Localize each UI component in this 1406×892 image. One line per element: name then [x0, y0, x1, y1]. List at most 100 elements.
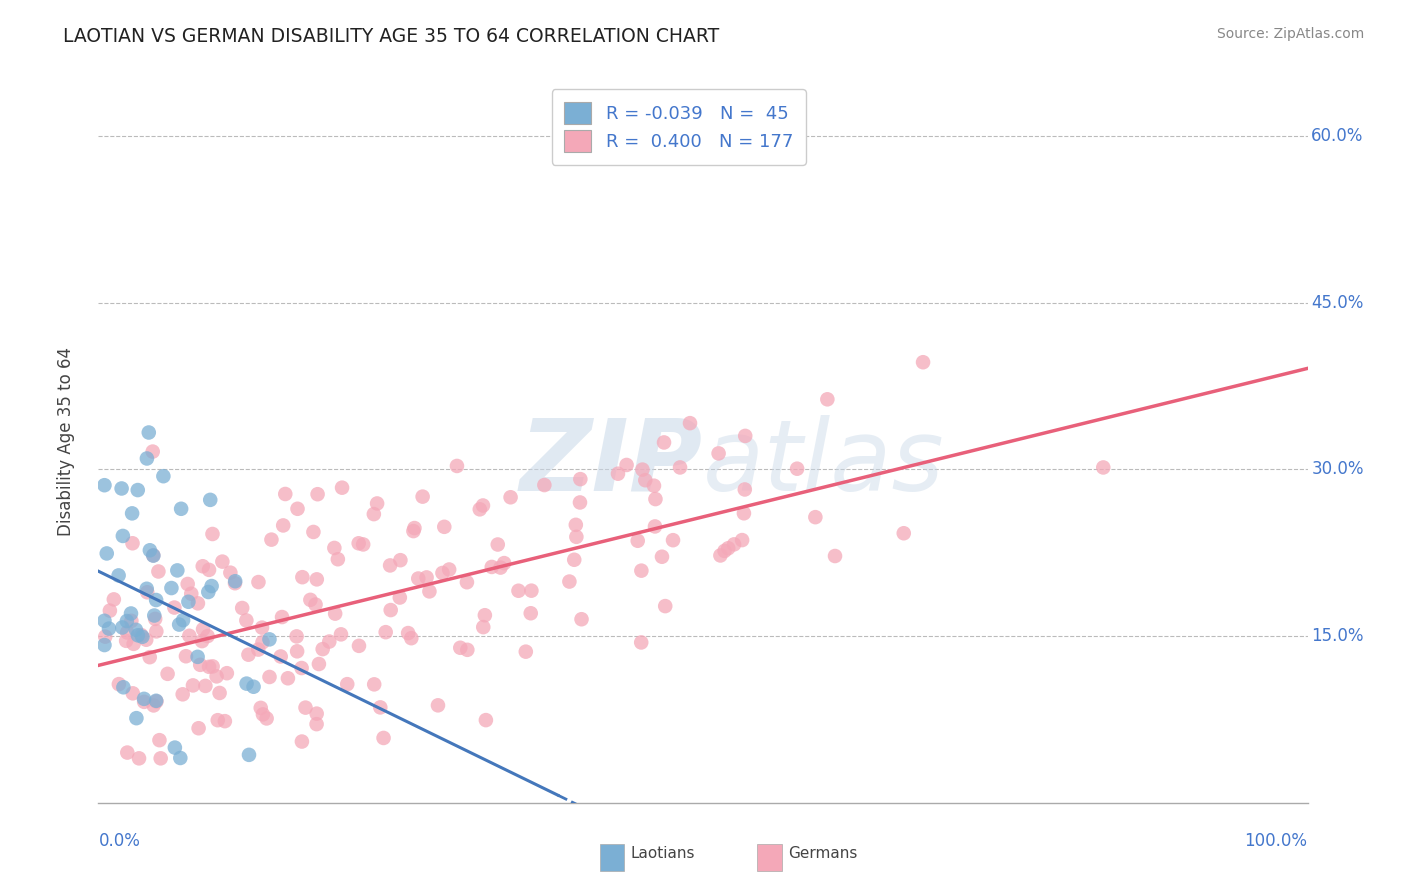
- Text: 100.0%: 100.0%: [1244, 831, 1308, 850]
- Point: [200, 492, 222, 507]
- Point: [207, 713, 229, 727]
- Point: [569, 472, 592, 486]
- Point: [135, 451, 157, 466]
- Point: [167, 617, 190, 632]
- Point: [396, 626, 419, 640]
- Point: [326, 552, 349, 566]
- Point: [731, 533, 754, 547]
- Point: [271, 610, 294, 624]
- Point: [135, 632, 157, 647]
- Point: [352, 537, 374, 551]
- Point: [323, 541, 346, 555]
- Point: [508, 583, 530, 598]
- Point: [260, 533, 283, 547]
- Point: [713, 544, 735, 558]
- Point: [630, 635, 652, 649]
- Point: [652, 435, 675, 450]
- Point: [120, 607, 142, 621]
- Point: [669, 460, 692, 475]
- Point: [616, 458, 638, 472]
- Point: [170, 501, 193, 516]
- Point: [252, 635, 274, 649]
- Point: [176, 577, 198, 591]
- Point: [474, 608, 496, 623]
- Point: [142, 698, 165, 713]
- Point: [247, 642, 270, 657]
- FancyBboxPatch shape: [758, 844, 782, 871]
- Point: [145, 694, 167, 708]
- Point: [215, 666, 238, 681]
- Point: [312, 642, 335, 657]
- Point: [143, 608, 166, 623]
- Point: [191, 634, 214, 648]
- Y-axis label: Disability Age 35 to 64: Disability Age 35 to 64: [56, 347, 75, 536]
- Point: [145, 593, 167, 607]
- Point: [142, 444, 165, 458]
- Point: [565, 530, 588, 544]
- Point: [93, 478, 115, 492]
- Point: [368, 700, 391, 714]
- Point: [733, 506, 755, 520]
- Point: [433, 520, 456, 534]
- Point: [138, 425, 160, 440]
- Point: [231, 601, 253, 615]
- Point: [136, 585, 159, 599]
- Point: [1092, 460, 1115, 475]
- Point: [187, 721, 209, 735]
- Point: [305, 706, 328, 721]
- Point: [271, 518, 294, 533]
- Point: [643, 479, 665, 493]
- Point: [201, 527, 224, 541]
- Point: [336, 677, 359, 691]
- Point: [111, 529, 134, 543]
- Point: [252, 707, 274, 722]
- Point: [121, 536, 143, 550]
- Point: [103, 592, 125, 607]
- Point: [138, 650, 160, 665]
- Point: [156, 666, 179, 681]
- Point: [191, 559, 214, 574]
- Point: [180, 587, 202, 601]
- Point: [418, 584, 440, 599]
- Point: [187, 649, 209, 664]
- Point: [129, 628, 152, 642]
- Point: [160, 581, 183, 595]
- Point: [456, 575, 478, 590]
- Point: [285, 644, 308, 658]
- Point: [432, 566, 454, 580]
- Point: [142, 549, 165, 563]
- Point: [446, 458, 468, 473]
- Point: [472, 499, 495, 513]
- Point: [259, 670, 281, 684]
- Point: [302, 524, 325, 539]
- Point: [139, 543, 162, 558]
- Point: [166, 563, 188, 577]
- Point: [287, 501, 309, 516]
- Point: [174, 649, 197, 664]
- Point: [163, 600, 186, 615]
- Point: [169, 751, 191, 765]
- Text: 45.0%: 45.0%: [1312, 293, 1364, 311]
- Point: [475, 713, 498, 727]
- Point: [644, 519, 666, 533]
- Point: [125, 623, 148, 637]
- Point: [120, 614, 142, 628]
- Point: [93, 638, 115, 652]
- Point: [110, 482, 132, 496]
- Point: [402, 524, 425, 538]
- Point: [148, 733, 170, 747]
- Point: [191, 622, 214, 636]
- Point: [786, 461, 808, 475]
- Point: [128, 751, 150, 765]
- Point: [481, 560, 503, 574]
- Point: [135, 582, 157, 596]
- Point: [565, 517, 588, 532]
- Point: [308, 657, 330, 671]
- Point: [912, 355, 935, 369]
- Point: [122, 637, 145, 651]
- Point: [163, 740, 186, 755]
- Point: [270, 649, 292, 664]
- Point: [824, 549, 846, 563]
- Point: [172, 613, 194, 627]
- Point: [644, 492, 666, 507]
